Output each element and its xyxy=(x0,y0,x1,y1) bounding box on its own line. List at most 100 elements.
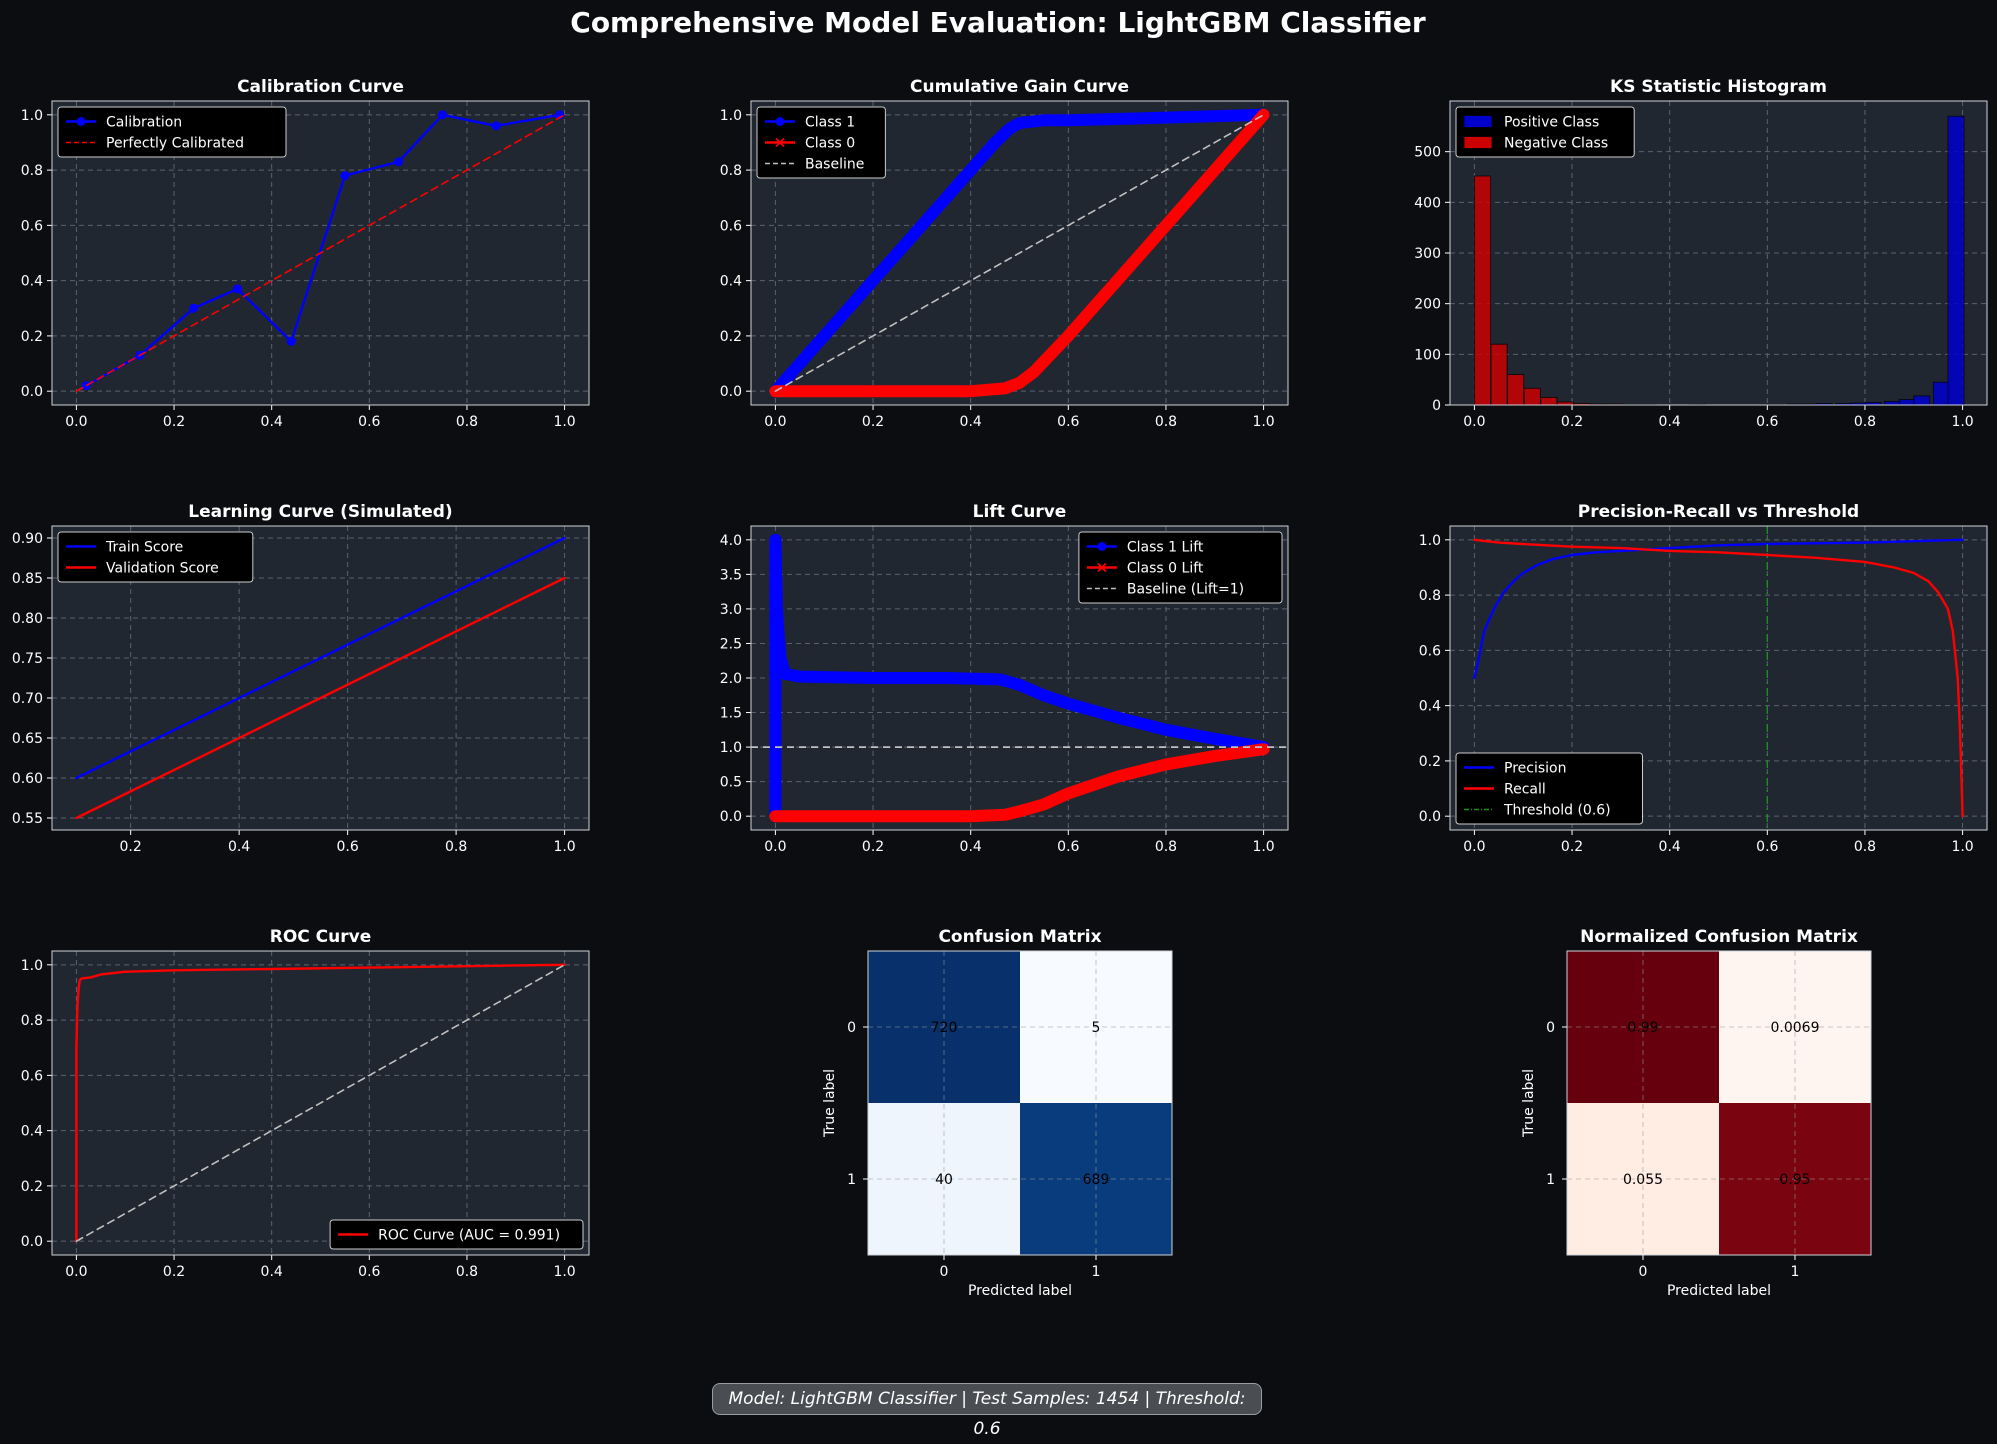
y-tick-label: 1.0 xyxy=(1419,533,1441,549)
cell-value-label: 0.055 xyxy=(1623,1172,1663,1188)
legend-item: Class 0 xyxy=(765,136,855,152)
legend-box xyxy=(57,106,287,158)
series-line xyxy=(769,108,1270,398)
legend-item: Threshold (0.6) xyxy=(1464,803,1611,819)
y-tick-label: 0.6 xyxy=(1419,643,1441,659)
y-tick-label: 3.0 xyxy=(720,602,742,618)
legend-item: Baseline xyxy=(765,157,864,173)
legend-label: Calibration xyxy=(106,115,182,131)
y-tick-label: 1.0 xyxy=(720,740,742,756)
series-line xyxy=(1473,538,1964,680)
panel-lift: Lift Curve 0.0 0.2 0.4 0.6 0.8 1.0 0.0 0.5 1.0 1.5… xyxy=(720,502,1289,855)
x-tick-label: 0.0 xyxy=(764,839,786,855)
y-tick-label: 0.75 xyxy=(12,651,43,667)
plot-frame xyxy=(1449,525,1988,831)
series-precision xyxy=(1473,538,1964,680)
panel-title: Cumulative Gain Curve xyxy=(910,77,1129,97)
x-tick-label: 0.4 xyxy=(261,1264,283,1280)
gridlines xyxy=(52,526,589,830)
cell-value-label: 5 xyxy=(1092,1020,1101,1036)
y-axis-label: True label xyxy=(822,1069,838,1138)
panel-ks: KS Statistic Histogram 0.0 0.2 0.4 0.6 0.8 1.0… xyxy=(1414,77,1988,430)
y-tick-label: 0 xyxy=(1432,398,1441,414)
y-tick-label: 0.8 xyxy=(1419,588,1441,604)
y-tick-label: 2.5 xyxy=(720,636,742,652)
panel-gain: Cumulative Gain Curve 0.0 0.2 0.4 0.6 0.8 1.0 0… xyxy=(720,77,1289,430)
x-tick-label: 0.0 xyxy=(65,1264,87,1280)
series-positive-class xyxy=(1766,115,1965,405)
panel-calibration: Calibration Curve 0.0 0.2 0.4 0.6 0.8 1.0 0.0 0.… xyxy=(21,77,590,430)
y-tick-label: 0.90 xyxy=(12,531,43,547)
y-axis-label: True label xyxy=(1521,1069,1537,1138)
y-tick-label: 0.65 xyxy=(12,731,43,747)
legend: Calibration Perfectly Calibrated xyxy=(57,106,287,158)
y-tick-label: 0.4 xyxy=(21,1124,43,1140)
y-tick-label: 4.0 xyxy=(720,533,742,549)
legend-item: Recall xyxy=(1464,782,1546,798)
y-tick-label: 0.0 xyxy=(21,1234,43,1250)
x-tick-label: 0.6 xyxy=(1057,414,1079,430)
legend: Train Score Validation Score xyxy=(57,531,254,583)
x-tick-label: 0.8 xyxy=(456,414,478,430)
series-line xyxy=(75,964,566,1242)
legend-item: Class 1 xyxy=(765,115,855,131)
x-tick-label: 0.8 xyxy=(445,839,467,855)
legend-label: Class 1 Lift xyxy=(1127,540,1204,556)
legend-box xyxy=(1078,531,1283,604)
y-tick-label: 0.8 xyxy=(21,163,43,179)
series-layer xyxy=(1474,115,1965,405)
data-point xyxy=(491,121,501,131)
y-tick-label: 0.60 xyxy=(12,771,43,787)
series-baseline xyxy=(774,114,1265,392)
x-tick-label: 0.4 xyxy=(261,414,283,430)
panel-title: Confusion Matrix xyxy=(938,927,1101,947)
series-line xyxy=(75,536,566,780)
y-tick-label: 0.8 xyxy=(720,163,742,179)
legend: Positive Class Negative Class xyxy=(1455,106,1635,158)
legend-marker xyxy=(1097,562,1107,573)
y-tick-label: 0.2 xyxy=(21,329,43,345)
plot-frame xyxy=(51,525,590,831)
legend-label: Train Score xyxy=(105,540,183,556)
legend-label: Negative Class xyxy=(1504,136,1608,152)
y-tick-label: 200 xyxy=(1414,297,1441,313)
histogram-bar xyxy=(1898,399,1916,405)
legend-box xyxy=(329,1219,584,1250)
y-tick-label: 0 xyxy=(1546,1020,1555,1036)
legend-marker xyxy=(76,117,86,126)
x-tick-label: 0.6 xyxy=(1057,839,1079,855)
x-tick-label: 0.0 xyxy=(1463,414,1485,430)
x-tick-label: 0.8 xyxy=(456,1264,478,1280)
x-tick-label: 1.0 xyxy=(553,839,575,855)
legend-item: Class 1 Lift xyxy=(1086,540,1204,556)
x-tick-label: 0.4 xyxy=(960,414,982,430)
x-tick-label: 0.8 xyxy=(1155,414,1177,430)
legend: Precision Recall Threshold (0.6) xyxy=(1455,752,1643,825)
legend-label: Positive Class xyxy=(1504,115,1599,131)
series-line xyxy=(85,113,561,387)
y-tick-label: 1 xyxy=(1546,1172,1555,1188)
data-point xyxy=(189,303,199,313)
x-tick-label: 0.4 xyxy=(228,839,250,855)
legend-label: Class 0 Lift xyxy=(1127,561,1204,577)
gridlines xyxy=(52,101,589,405)
series-line xyxy=(774,114,1265,392)
legend-item: Calibration xyxy=(66,115,182,131)
x-tick-label: 0.0 xyxy=(764,414,786,430)
x-tick-label: 0.2 xyxy=(862,414,884,430)
panel-title: Precision-Recall vs Threshold xyxy=(1578,502,1859,522)
y-tick-label: 300 xyxy=(1414,246,1441,262)
y-tick-label: 0.2 xyxy=(21,1179,43,1195)
panel-cmn: Normalized Confusion Matrix 0.99 0.0069 0.0… xyxy=(1521,927,1872,1299)
series-layer xyxy=(1473,526,1964,830)
histogram-bar xyxy=(1913,395,1931,405)
x-tick-label: 0.2 xyxy=(163,414,185,430)
legend-box xyxy=(1455,106,1635,158)
y-tick-label: 0.6 xyxy=(720,218,742,234)
legend-box xyxy=(1455,752,1643,825)
series-class-0 xyxy=(769,108,1270,398)
legend-marker xyxy=(1097,542,1107,551)
legend: ROC Curve (AUC = 0.991) xyxy=(329,1219,584,1250)
legend-item: Precision xyxy=(1464,761,1566,777)
